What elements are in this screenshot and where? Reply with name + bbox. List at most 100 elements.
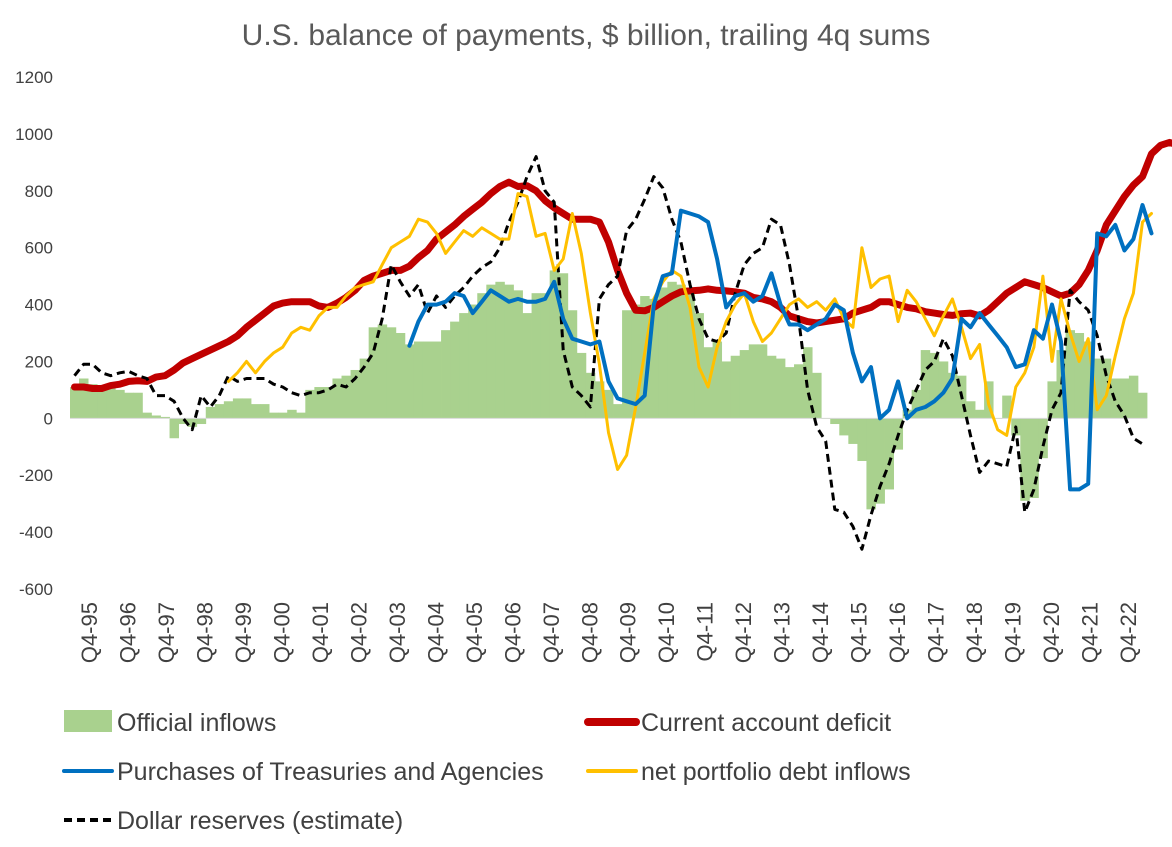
current-account-deficit-line <box>71 138 1172 392</box>
official-inflows-bar <box>88 384 98 419</box>
legend-label: Current account deficit <box>641 709 891 737</box>
x-tick-label: Q4-98 <box>193 602 218 663</box>
official-inflows-bar <box>721 361 732 419</box>
official-inflows-bar <box>459 313 469 419</box>
official-inflows-bar <box>477 293 487 419</box>
official-inflows-bar <box>1002 395 1012 419</box>
official-inflows-bar <box>594 381 605 419</box>
official-inflows-bar <box>323 387 333 419</box>
official-inflows-bar <box>649 298 659 419</box>
official-inflows-bar <box>142 412 152 419</box>
official-inflows-bar <box>178 418 189 425</box>
official-inflows-bar <box>350 369 361 419</box>
official-inflows-bar <box>1092 358 1103 419</box>
official-inflows-bar <box>911 389 922 419</box>
x-tick-label: Q4-06 <box>500 602 525 663</box>
official-inflows-bar <box>450 321 460 419</box>
legend-item-net-portfolio-debt-inflows: net portfolio debt inflows <box>586 758 911 786</box>
x-tick-label: Q4-03 <box>385 602 410 663</box>
official-inflows-bar <box>133 392 143 419</box>
y-tick-label: 200 <box>25 352 53 371</box>
x-tick-label: Q4-11 <box>693 602 718 662</box>
official-inflows-bar <box>766 355 777 419</box>
official-inflows-bar <box>296 412 306 419</box>
official-inflows-bar <box>169 418 180 439</box>
official-inflows-bar <box>685 287 695 419</box>
official-inflows-bar <box>522 313 532 419</box>
x-tick-label: Q4-10 <box>654 602 679 663</box>
y-axis: 1200 1000 800 600 400 200 0 -200 -400 -600 <box>15 68 53 599</box>
official-inflows-bar <box>839 418 849 436</box>
official-inflows-bar <box>124 392 134 419</box>
x-tick-label: Q4-19 <box>1000 602 1025 663</box>
official-inflows-bar <box>775 358 786 419</box>
dollar-reserves-estimate-line <box>73 155 1144 551</box>
x-tick-label: Q4-14 <box>808 602 833 663</box>
x-tick-label: Q4-12 <box>731 602 756 663</box>
purchases-of-treasuries-and-agencies-line <box>407 203 1154 492</box>
official-inflows-bar <box>784 367 795 419</box>
net-portfolio-debt-inflows-line <box>226 192 1153 471</box>
official-inflows-bar <box>232 398 243 419</box>
official-inflows-bar <box>929 352 940 419</box>
x-tick-label: Q4-07 <box>539 602 564 663</box>
official-inflows-bar <box>848 418 858 444</box>
x-tick-label: Q4-20 <box>1039 602 1064 663</box>
official-inflows-bar <box>1083 341 1094 419</box>
official-inflows-bar <box>1047 381 1057 419</box>
official-inflows-bar <box>386 327 397 419</box>
legend-swatch <box>64 710 112 732</box>
official-inflows-bar <box>812 372 822 419</box>
y-tick-label: -400 <box>19 523 53 542</box>
official-inflows-bar <box>151 415 161 419</box>
official-inflows-bar <box>730 355 741 419</box>
official-inflows-bar <box>341 375 351 419</box>
official-inflows-bar <box>287 409 297 419</box>
official-inflows-bar <box>875 418 885 504</box>
official-inflows-bar <box>368 327 379 419</box>
x-tick-label: Q4-17 <box>923 602 948 663</box>
x-tick-label: Q4-22 <box>1116 602 1141 663</box>
y-tick-label: 1200 <box>15 68 53 87</box>
official-inflows-bar <box>404 344 415 419</box>
legend-item-dollar-reserves-estimate: Dollar reserves (estimate) <box>64 807 403 835</box>
y-tick-label: -600 <box>19 580 53 599</box>
x-tick-label: Q4-04 <box>423 602 448 663</box>
x-tick-label: Q4-96 <box>116 602 141 663</box>
official-inflows-bar <box>115 389 125 419</box>
official-inflows-bar <box>667 281 677 419</box>
official-inflows-bar <box>676 284 686 419</box>
official-inflows-bar <box>540 293 551 419</box>
official-inflows-bar <box>1029 418 1039 498</box>
official-inflows-bar <box>1128 375 1139 419</box>
official-inflows-bar <box>260 404 270 419</box>
y-tick-label: 0 <box>44 409 53 428</box>
legend-label: net portfolio debt inflows <box>641 758 911 786</box>
x-tick-label: Q4-09 <box>616 602 641 663</box>
official-inflows-bar <box>1020 418 1030 501</box>
official-inflows-bar <box>359 358 370 419</box>
official-inflows-bar <box>160 416 170 419</box>
official-inflows-bar <box>214 404 225 419</box>
official-inflows-bar <box>106 384 116 419</box>
x-tick-label: Q4-97 <box>154 602 179 663</box>
y-tick-label: 600 <box>25 239 53 258</box>
official-inflows-bar <box>1137 392 1148 419</box>
official-inflows-bar <box>947 372 958 419</box>
legend-item-purchases-of-treasuries-and-agencies: Purchases of Treasuries and Agencies <box>62 758 544 786</box>
official-inflows-bar <box>513 290 523 419</box>
y-tick-label: 800 <box>25 182 53 201</box>
official-inflows-bar <box>441 330 451 419</box>
official-inflows-bar <box>567 310 578 419</box>
legend-item-official-inflows: Official inflows <box>64 709 276 737</box>
legend-label: Official inflows <box>117 709 276 737</box>
x-tick-label: Q4-00 <box>270 602 295 663</box>
x-tick-label: Q4-08 <box>577 602 602 663</box>
official-inflows-bar <box>278 412 288 419</box>
x-tick-label: Q4-02 <box>346 602 371 663</box>
official-inflows-bar <box>97 387 107 419</box>
official-inflows-bar <box>432 341 442 419</box>
y-tick-label: 400 <box>25 296 53 315</box>
official-inflows-bar <box>422 341 433 419</box>
